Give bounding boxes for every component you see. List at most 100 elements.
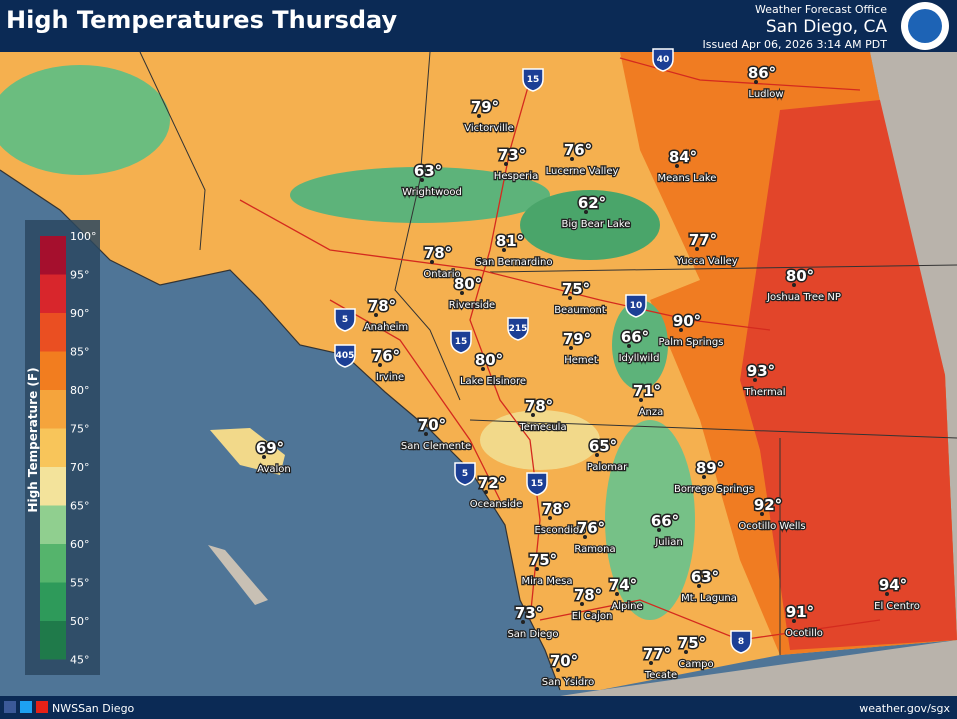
legend-swatch bbox=[40, 621, 66, 660]
roads bbox=[239, 57, 881, 641]
city-temp: 78° bbox=[368, 297, 396, 315]
highway-shield bbox=[625, 294, 647, 318]
road bbox=[239, 199, 771, 331]
city-dot bbox=[583, 535, 587, 539]
legend-tick-label: 55° bbox=[70, 577, 90, 590]
legend-tick-label: 65° bbox=[70, 500, 90, 513]
highway-shield bbox=[526, 472, 548, 496]
city-temp: 63° bbox=[414, 162, 442, 180]
city-temp: 79° bbox=[563, 330, 591, 348]
legend-swatch bbox=[40, 582, 66, 621]
city-temp: 94° bbox=[879, 576, 907, 594]
highway-shield bbox=[507, 317, 529, 341]
city-name: Ontario bbox=[423, 269, 460, 280]
city-dot bbox=[548, 516, 552, 520]
city-temp: 81° bbox=[496, 232, 524, 250]
city-temp: 75° bbox=[678, 634, 706, 652]
city-temp: 77° bbox=[689, 231, 717, 249]
city-name: Wrightwood bbox=[402, 187, 462, 198]
city-dot bbox=[792, 619, 796, 623]
city-name: Thermal bbox=[743, 387, 785, 398]
legend-swatch bbox=[40, 390, 66, 429]
office: San Diego, CA bbox=[766, 17, 888, 37]
city-temp: 80° bbox=[786, 267, 814, 285]
city-dot bbox=[531, 413, 535, 417]
city-name: Mira Mesa bbox=[522, 576, 573, 587]
island bbox=[208, 545, 268, 605]
city-temp: 78° bbox=[542, 500, 570, 518]
legend-swatch bbox=[40, 544, 66, 583]
legend-tick-label: 70° bbox=[70, 461, 90, 474]
city-name: Victorville bbox=[464, 123, 513, 134]
city-dot bbox=[595, 453, 599, 457]
legend-title: High Temperature (F) bbox=[26, 367, 40, 512]
youtube-icon[interactable] bbox=[36, 701, 48, 713]
city-name: Lake Elsinore bbox=[460, 376, 526, 387]
legend-swatch bbox=[40, 428, 66, 467]
legend-swatch bbox=[40, 467, 66, 506]
city-temp: 77° bbox=[643, 645, 671, 663]
road bbox=[619, 57, 861, 91]
city-name: Tecate bbox=[644, 670, 677, 681]
legend-swatch bbox=[40, 313, 66, 352]
city-name: San Bernardino bbox=[476, 257, 553, 268]
city-dot bbox=[627, 344, 631, 348]
city-dot bbox=[702, 475, 706, 479]
city-temp: 86° bbox=[748, 64, 776, 82]
city-dot bbox=[502, 248, 506, 252]
city-temp: 66° bbox=[621, 328, 649, 346]
highway-shield bbox=[454, 462, 476, 486]
city-temp: 62° bbox=[578, 194, 606, 212]
legend-swatch bbox=[40, 274, 66, 313]
city-dot bbox=[584, 210, 588, 214]
city-temp: 84° bbox=[669, 148, 697, 166]
city-temp: 89° bbox=[696, 459, 724, 477]
facebook-icon[interactable] bbox=[4, 701, 16, 713]
legend-tick-label: 95° bbox=[70, 269, 90, 282]
city-temp: 74° bbox=[609, 576, 637, 594]
twitter-icon[interactable] bbox=[20, 701, 32, 713]
url[interactable]: weather.gov/sgx bbox=[859, 702, 950, 715]
city-name: Yucca Valley bbox=[675, 256, 738, 267]
city-dot bbox=[262, 455, 266, 459]
city-name: Campo bbox=[678, 659, 713, 670]
city-name: Temecula bbox=[518, 422, 566, 433]
city-name: Ramona bbox=[574, 544, 615, 555]
legend-tick-label: 50° bbox=[70, 615, 90, 628]
city-dot bbox=[649, 661, 653, 665]
highway-number: 5 bbox=[462, 469, 468, 479]
social[interactable]: NWSSan Diego bbox=[52, 702, 135, 715]
highway-number: 10 bbox=[630, 301, 643, 311]
legend-swatch bbox=[40, 351, 66, 390]
highway-number: 405 bbox=[336, 351, 355, 361]
city-temp: 91° bbox=[786, 603, 814, 621]
city-temp: 63° bbox=[691, 568, 719, 586]
highway-shield bbox=[522, 68, 544, 92]
mountains bbox=[290, 167, 550, 223]
road bbox=[469, 79, 541, 621]
city-temp: 73° bbox=[515, 604, 543, 622]
office-label: Weather Forecast Office bbox=[755, 3, 887, 16]
city-dot bbox=[420, 178, 424, 182]
city-name: Anza bbox=[639, 407, 664, 418]
city-name: San Clemente bbox=[401, 441, 471, 452]
city-temp: 72° bbox=[478, 474, 506, 492]
city-dot bbox=[675, 164, 679, 168]
city-name: Beaumont bbox=[554, 305, 606, 316]
legend-tick-label: 45° bbox=[70, 654, 90, 667]
road bbox=[329, 299, 501, 501]
county-line bbox=[139, 51, 206, 251]
city-name: Alpine bbox=[611, 601, 642, 612]
highway-number: 40 bbox=[657, 55, 670, 65]
legend-tick-label: 100° bbox=[70, 230, 97, 243]
mild-zone bbox=[480, 410, 600, 470]
city-dot bbox=[615, 592, 619, 596]
city-temp: 78° bbox=[424, 244, 452, 262]
city-name: Julian bbox=[654, 537, 682, 548]
legend-tick-label: 85° bbox=[70, 346, 90, 359]
city-dot bbox=[374, 313, 378, 317]
highway-shield bbox=[334, 308, 356, 332]
city-dot bbox=[556, 668, 560, 672]
city-dot bbox=[569, 346, 573, 350]
